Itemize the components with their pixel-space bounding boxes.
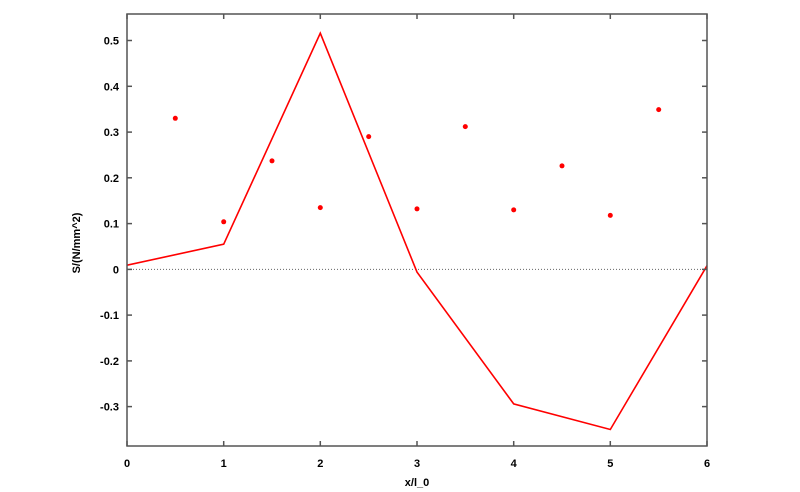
y-tick-label: 0.3 <box>104 127 119 139</box>
plot-border <box>126 13 708 447</box>
x-axis-label: x/l_0 <box>405 477 429 489</box>
series-layer <box>126 31 708 431</box>
x-tick-label: 5 <box>607 458 613 470</box>
x-tick-label: 4 <box>511 458 518 470</box>
series-stress-line <box>126 31 708 431</box>
data-point <box>269 158 275 164</box>
x-tick-label: 1 <box>221 458 227 470</box>
y-tick-label: -0.2 <box>100 356 119 368</box>
data-point <box>221 219 227 225</box>
data-point <box>656 107 662 113</box>
y-tick-label: 0.2 <box>104 173 119 185</box>
y-tick-label: 0 <box>113 264 119 276</box>
data-point <box>414 206 420 212</box>
y-axis-label: S/(N/mm^2) <box>71 212 83 273</box>
tick-label-layer: 0 1 2 3 4 5 6 -0.3 -0.2 -0.1 0 0.1 0.2 0.3 0.4 0.5 <box>100 36 710 471</box>
plot-frame-layer <box>126 13 708 447</box>
data-point <box>172 115 178 121</box>
data-point <box>511 207 517 213</box>
data-point <box>607 212 613 218</box>
y-tick-label: -0.3 <box>100 402 119 414</box>
x-tick-label: 3 <box>414 458 420 470</box>
data-point <box>559 163 565 169</box>
tick-layer <box>126 14 708 446</box>
y-tick-label: 0.1 <box>104 219 119 231</box>
x-tick-label: 2 <box>317 458 323 470</box>
x-tick-label: 0 <box>124 458 130 470</box>
data-point <box>317 205 323 211</box>
x-tick-label: 6 <box>704 458 710 470</box>
y-tick-label: 0.4 <box>104 81 120 93</box>
y-tick-label: -0.1 <box>100 310 119 322</box>
data-point <box>366 134 372 140</box>
data-point <box>462 124 468 130</box>
y-tick-label: 0.5 <box>104 36 119 48</box>
